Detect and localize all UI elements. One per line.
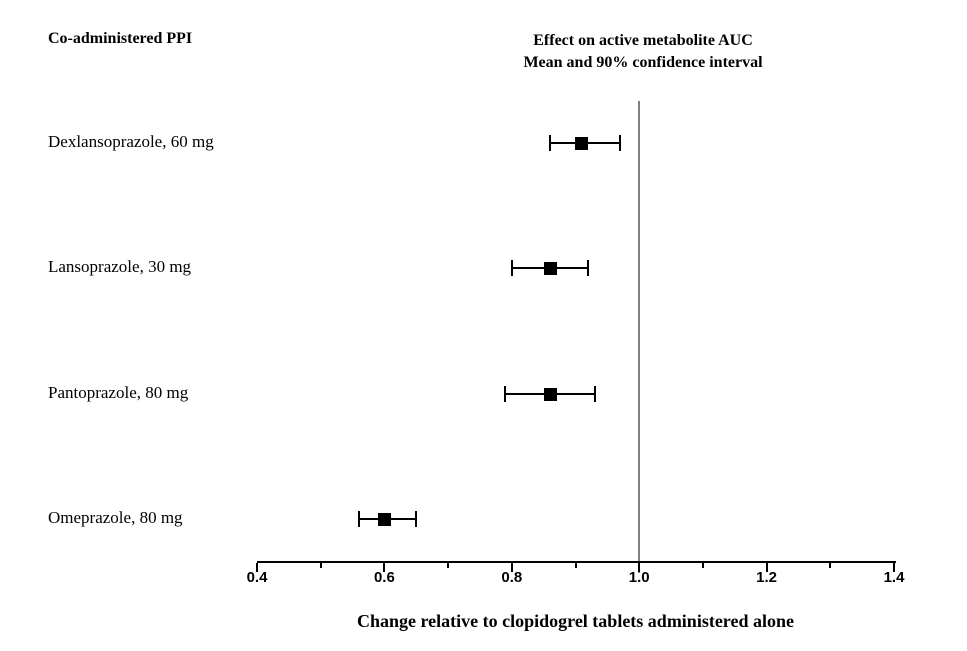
x-axis-major-tick — [510, 563, 513, 572]
x-axis-tick-label: 1.2 — [756, 569, 778, 586]
x-axis-minor-tick — [701, 563, 704, 568]
x-axis-tick-label: 1.0 — [628, 569, 650, 586]
x-axis-major-tick — [638, 563, 641, 572]
ci-cap-left — [549, 135, 552, 151]
x-axis-minor-tick — [574, 563, 577, 568]
x-axis-tick-label: 0.4 — [246, 569, 268, 586]
ci-cap-left — [357, 511, 360, 527]
ci-cap-right — [587, 260, 590, 276]
mean-marker — [543, 387, 557, 401]
row-label: Dexlansoprazole, 60 mg — [48, 132, 214, 151]
x-axis-line — [257, 561, 896, 563]
column-header-right: Effect on active metabolite AUC Mean and… — [463, 30, 823, 74]
ci-cap-right — [415, 511, 418, 527]
x-axis-title: Change relative to clopidogrel tablets a… — [357, 611, 794, 631]
x-axis-minor-tick — [829, 563, 832, 568]
x-axis-minor-tick — [319, 563, 322, 568]
x-axis-major-tick — [256, 563, 258, 572]
row-label: Pantoprazole, 80 mg — [48, 383, 189, 402]
row-label: Omeprazole, 80 mg — [48, 508, 183, 527]
x-axis-tick-label: 1.4 — [883, 569, 905, 586]
x-axis-major-tick — [893, 563, 895, 572]
ci-cap-left — [504, 386, 507, 402]
x-axis-tick-label: 0.8 — [501, 569, 523, 586]
x-axis-minor-tick — [447, 563, 450, 568]
x-axis-major-tick — [383, 563, 386, 572]
mean-marker — [575, 136, 589, 150]
x-axis-major-tick — [765, 563, 768, 572]
mean-marker — [377, 512, 391, 526]
ci-cap-left — [510, 260, 513, 276]
x-axis-tick-label: 0.6 — [373, 569, 395, 586]
mean-marker — [543, 261, 557, 275]
column-header-right-line2: Mean and 90% confidence interval — [523, 54, 763, 71]
column-header-right-line1: Effect on active metabolite AUC — [533, 32, 753, 49]
reference-line — [638, 101, 641, 573]
ci-cap-right — [593, 386, 596, 402]
column-header-left: Co-administered PPI — [48, 30, 193, 47]
ci-cap-right — [619, 135, 622, 151]
row-label: Lansoprazole, 30 mg — [48, 257, 192, 276]
